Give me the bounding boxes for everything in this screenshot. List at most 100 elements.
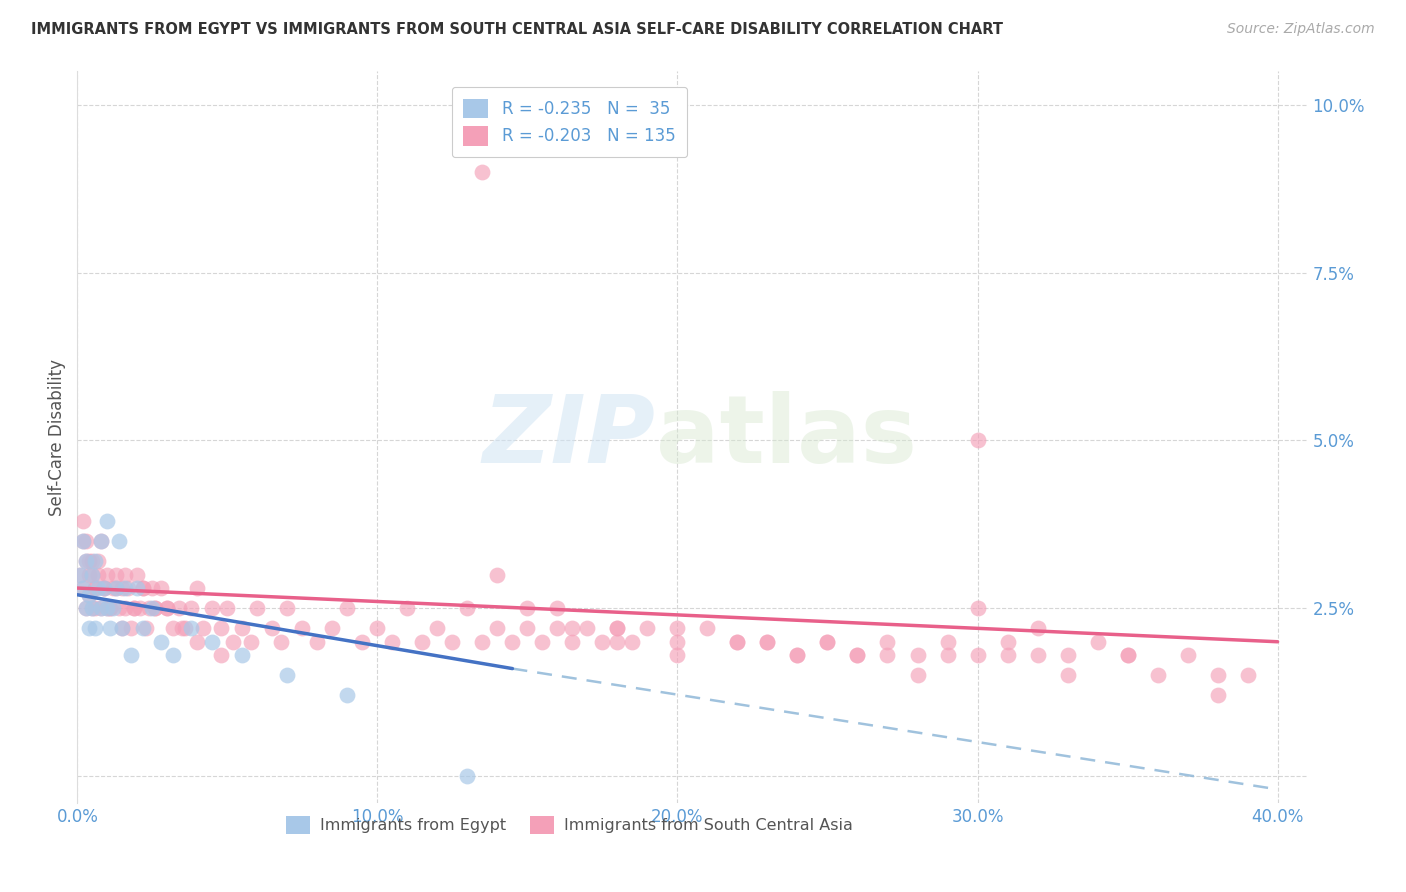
Point <box>72 534 94 549</box>
Point <box>75 601 97 615</box>
Y-axis label: Self-Care Disability: Self-Care Disability <box>48 359 66 516</box>
Point <box>262 621 284 635</box>
Point <box>105 581 128 595</box>
Point <box>127 581 149 595</box>
Point <box>117 581 139 595</box>
Point <box>486 621 509 635</box>
Point <box>591 634 613 648</box>
Point <box>352 634 374 648</box>
Point <box>120 621 142 635</box>
Point <box>321 621 343 635</box>
Point <box>222 634 245 648</box>
Point <box>193 621 215 635</box>
Point <box>546 621 568 635</box>
Point <box>1177 648 1199 662</box>
Point <box>907 668 929 682</box>
Point <box>79 554 101 568</box>
Point <box>336 689 359 703</box>
Legend: Immigrants from Egypt, Immigrants from South Central Asia: Immigrants from Egypt, Immigrants from S… <box>278 808 860 842</box>
Point <box>141 581 163 595</box>
Point <box>1056 668 1078 682</box>
Point <box>606 621 628 635</box>
Point <box>966 434 988 448</box>
Point <box>150 581 173 595</box>
Point <box>426 621 449 635</box>
Point <box>143 601 166 615</box>
Point <box>201 634 224 648</box>
Point <box>209 648 232 662</box>
Point <box>411 634 433 648</box>
Point <box>96 567 118 582</box>
Point <box>105 567 128 582</box>
Point <box>114 601 136 615</box>
Point <box>786 648 808 662</box>
Point <box>209 621 232 635</box>
Point <box>727 634 749 648</box>
Point <box>156 601 179 615</box>
Point <box>96 514 118 528</box>
Point <box>727 634 749 648</box>
Point <box>936 634 959 648</box>
Point <box>231 648 253 662</box>
Point <box>174 621 197 635</box>
Point <box>90 601 112 615</box>
Point <box>111 621 134 635</box>
Point <box>516 601 538 615</box>
Point <box>621 634 644 648</box>
Point <box>1236 668 1258 682</box>
Point <box>966 601 988 615</box>
Point <box>270 634 292 648</box>
Point <box>186 634 208 648</box>
Point <box>666 648 689 662</box>
Point <box>132 621 155 635</box>
Point <box>456 769 478 783</box>
Point <box>82 601 104 615</box>
Point <box>606 621 628 635</box>
Point <box>75 554 97 568</box>
Point <box>1116 648 1139 662</box>
Point <box>169 601 191 615</box>
Point <box>501 634 523 648</box>
Point <box>231 621 253 635</box>
Point <box>486 567 509 582</box>
Point <box>561 634 583 648</box>
Point <box>87 554 110 568</box>
Point <box>441 634 464 648</box>
Point <box>82 554 104 568</box>
Point <box>114 581 136 595</box>
Point <box>1146 668 1168 682</box>
Point <box>79 588 101 602</box>
Point <box>84 581 107 595</box>
Point <box>666 634 689 648</box>
Point <box>98 621 121 635</box>
Point <box>103 601 125 615</box>
Point <box>666 621 689 635</box>
Point <box>246 601 269 615</box>
Point <box>141 601 163 615</box>
Point <box>876 648 898 662</box>
Point <box>72 514 94 528</box>
Point <box>336 601 359 615</box>
Point <box>105 581 128 595</box>
Point <box>817 634 839 648</box>
Point <box>96 601 118 615</box>
Point <box>108 601 131 615</box>
Point <box>636 621 658 635</box>
Point <box>172 621 194 635</box>
Point <box>69 567 91 582</box>
Point <box>606 634 628 648</box>
Point <box>75 601 97 615</box>
Point <box>456 601 478 615</box>
Point <box>93 581 115 595</box>
Point <box>471 634 494 648</box>
Point <box>98 601 121 615</box>
Point <box>786 648 808 662</box>
Point <box>120 648 142 662</box>
Text: ZIP: ZIP <box>482 391 655 483</box>
Point <box>87 567 110 582</box>
Point <box>84 601 107 615</box>
Point <box>381 634 404 648</box>
Point <box>124 601 146 615</box>
Point <box>90 601 112 615</box>
Point <box>84 621 107 635</box>
